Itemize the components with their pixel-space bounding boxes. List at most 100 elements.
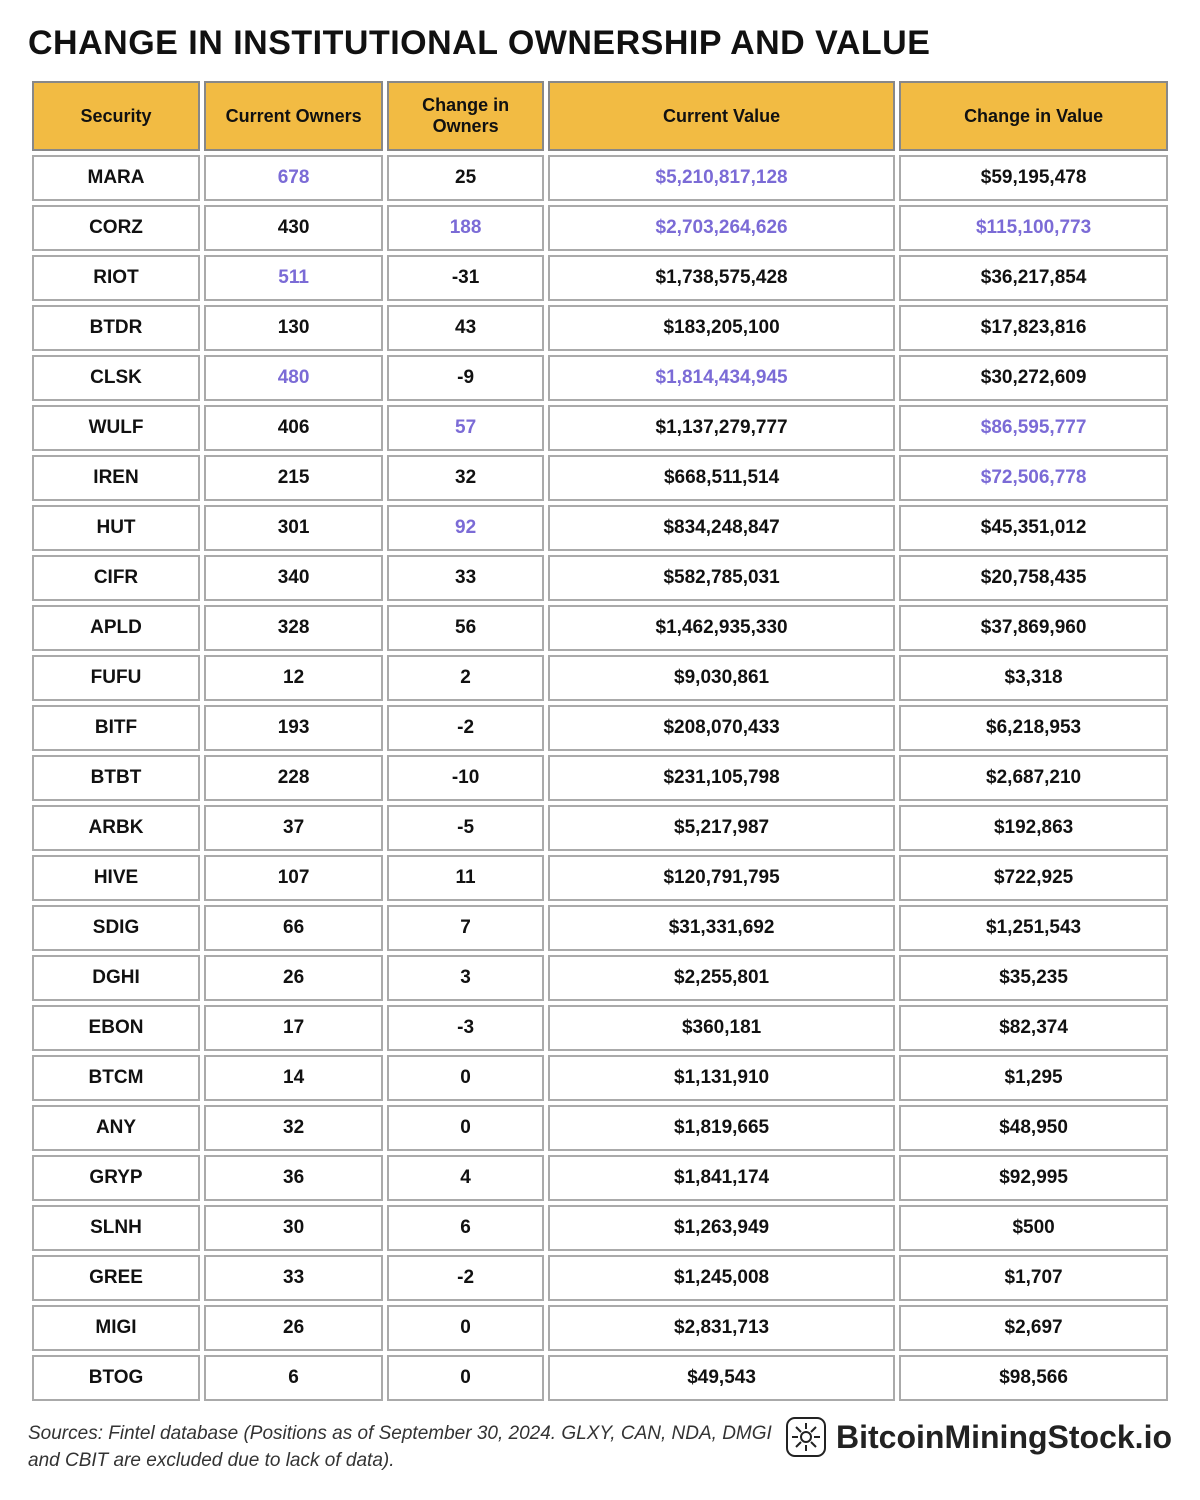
table-row: HUT30192$834,248,847$45,351,012 bbox=[32, 505, 1168, 551]
table-row: HIVE10711$120,791,795$722,925 bbox=[32, 855, 1168, 901]
table-cell: BTOG bbox=[32, 1355, 200, 1401]
table-cell: $1,131,910 bbox=[548, 1055, 895, 1101]
col-header: Change in Value bbox=[899, 81, 1168, 151]
table-cell: 480 bbox=[204, 355, 383, 401]
table-cell: $17,823,816 bbox=[899, 305, 1168, 351]
table-cell: 228 bbox=[204, 755, 383, 801]
table-row: BTDR13043$183,205,100$17,823,816 bbox=[32, 305, 1168, 351]
table-cell: BTCM bbox=[32, 1055, 200, 1101]
table-row: EBON17-3$360,181$82,374 bbox=[32, 1005, 1168, 1051]
table-cell: 0 bbox=[387, 1105, 544, 1151]
table-cell: GRYP bbox=[32, 1155, 200, 1201]
table-cell: -3 bbox=[387, 1005, 544, 1051]
table-cell: -2 bbox=[387, 705, 544, 751]
table-cell: 0 bbox=[387, 1355, 544, 1401]
table-row: BTBT228-10$231,105,798$2,687,210 bbox=[32, 755, 1168, 801]
table-cell: $98,566 bbox=[899, 1355, 1168, 1401]
table-cell: $6,218,953 bbox=[899, 705, 1168, 751]
table-cell: $208,070,433 bbox=[548, 705, 895, 751]
table-cell: 301 bbox=[204, 505, 383, 551]
table-cell: 43 bbox=[387, 305, 544, 351]
table-cell: HIVE bbox=[32, 855, 200, 901]
table-cell: SDIG bbox=[32, 905, 200, 951]
table-cell: 188 bbox=[387, 205, 544, 251]
table-cell: 678 bbox=[204, 155, 383, 201]
table-cell: -31 bbox=[387, 255, 544, 301]
col-header: Security bbox=[32, 81, 200, 151]
table-row: ARBK37-5$5,217,987$192,863 bbox=[32, 805, 1168, 851]
table-cell: 2 bbox=[387, 655, 544, 701]
table-cell: $82,374 bbox=[899, 1005, 1168, 1051]
table-cell: 3 bbox=[387, 955, 544, 1001]
brand-icon bbox=[786, 1417, 826, 1457]
table-cell: $1,819,665 bbox=[548, 1105, 895, 1151]
table-cell: $1,462,935,330 bbox=[548, 605, 895, 651]
table-cell: 6 bbox=[387, 1205, 544, 1251]
col-header: Change in Owners bbox=[387, 81, 544, 151]
table-cell: $231,105,798 bbox=[548, 755, 895, 801]
table-cell: 430 bbox=[204, 205, 383, 251]
table-cell: $2,697 bbox=[899, 1305, 1168, 1351]
table-cell: 130 bbox=[204, 305, 383, 351]
table-row: DGHI263$2,255,801$35,235 bbox=[32, 955, 1168, 1001]
table-cell: BITF bbox=[32, 705, 200, 751]
table-cell: 406 bbox=[204, 405, 383, 451]
brand-logo: BitcoinMiningStock.io bbox=[786, 1417, 1172, 1457]
table-cell: 0 bbox=[387, 1305, 544, 1351]
table-cell: 30 bbox=[204, 1205, 383, 1251]
table-cell: 33 bbox=[387, 555, 544, 601]
table-row: CORZ430188$2,703,264,626$115,100,773 bbox=[32, 205, 1168, 251]
table-cell: MARA bbox=[32, 155, 200, 201]
table-row: MIGI260$2,831,713$2,697 bbox=[32, 1305, 1168, 1351]
table-row: WULF40657$1,137,279,777$86,595,777 bbox=[32, 405, 1168, 451]
table-cell: $20,758,435 bbox=[899, 555, 1168, 601]
table-cell: BTDR bbox=[32, 305, 200, 351]
table-cell: 36 bbox=[204, 1155, 383, 1201]
table-cell: BTBT bbox=[32, 755, 200, 801]
table-cell: $2,831,713 bbox=[548, 1305, 895, 1351]
table-cell: $183,205,100 bbox=[548, 305, 895, 351]
table-row: RIOT511-31$1,738,575,428$36,217,854 bbox=[32, 255, 1168, 301]
table-cell: MIGI bbox=[32, 1305, 200, 1351]
table-cell: $668,511,514 bbox=[548, 455, 895, 501]
table-cell: 25 bbox=[387, 155, 544, 201]
col-header: Current Value bbox=[548, 81, 895, 151]
table-cell: $722,925 bbox=[899, 855, 1168, 901]
table-cell: FUFU bbox=[32, 655, 200, 701]
table-cell: IREN bbox=[32, 455, 200, 501]
table-cell: $360,181 bbox=[548, 1005, 895, 1051]
table-cell: $9,030,861 bbox=[548, 655, 895, 701]
table-cell: -5 bbox=[387, 805, 544, 851]
table-cell: $115,100,773 bbox=[899, 205, 1168, 251]
table-cell: 66 bbox=[204, 905, 383, 951]
table-cell: $59,195,478 bbox=[899, 155, 1168, 201]
table-cell: 6 bbox=[204, 1355, 383, 1401]
table-cell: $37,869,960 bbox=[899, 605, 1168, 651]
table-cell: 511 bbox=[204, 255, 383, 301]
table-cell: HUT bbox=[32, 505, 200, 551]
table-cell: APLD bbox=[32, 605, 200, 651]
table-cell: DGHI bbox=[32, 955, 200, 1001]
table-cell: 107 bbox=[204, 855, 383, 901]
col-header: Current Owners bbox=[204, 81, 383, 151]
table-cell: $192,863 bbox=[899, 805, 1168, 851]
table-cell: $1,814,434,945 bbox=[548, 355, 895, 401]
table-cell: $2,687,210 bbox=[899, 755, 1168, 801]
table-cell: $49,543 bbox=[548, 1355, 895, 1401]
table-row: BITF193-2$208,070,433$6,218,953 bbox=[32, 705, 1168, 751]
table-cell: RIOT bbox=[32, 255, 200, 301]
table-cell: 193 bbox=[204, 705, 383, 751]
table-cell: 17 bbox=[204, 1005, 383, 1051]
table-row: SDIG667$31,331,692$1,251,543 bbox=[32, 905, 1168, 951]
table-cell: $1,707 bbox=[899, 1255, 1168, 1301]
table-cell: 11 bbox=[387, 855, 544, 901]
table-row: APLD32856$1,462,935,330$37,869,960 bbox=[32, 605, 1168, 651]
table-cell: -9 bbox=[387, 355, 544, 401]
table-cell: $31,331,692 bbox=[548, 905, 895, 951]
table-cell: $86,595,777 bbox=[899, 405, 1168, 451]
table-cell: CORZ bbox=[32, 205, 200, 251]
table-cell: 92 bbox=[387, 505, 544, 551]
table-cell: ARBK bbox=[32, 805, 200, 851]
table-cell: GREE bbox=[32, 1255, 200, 1301]
table-cell: $1,263,949 bbox=[548, 1205, 895, 1251]
